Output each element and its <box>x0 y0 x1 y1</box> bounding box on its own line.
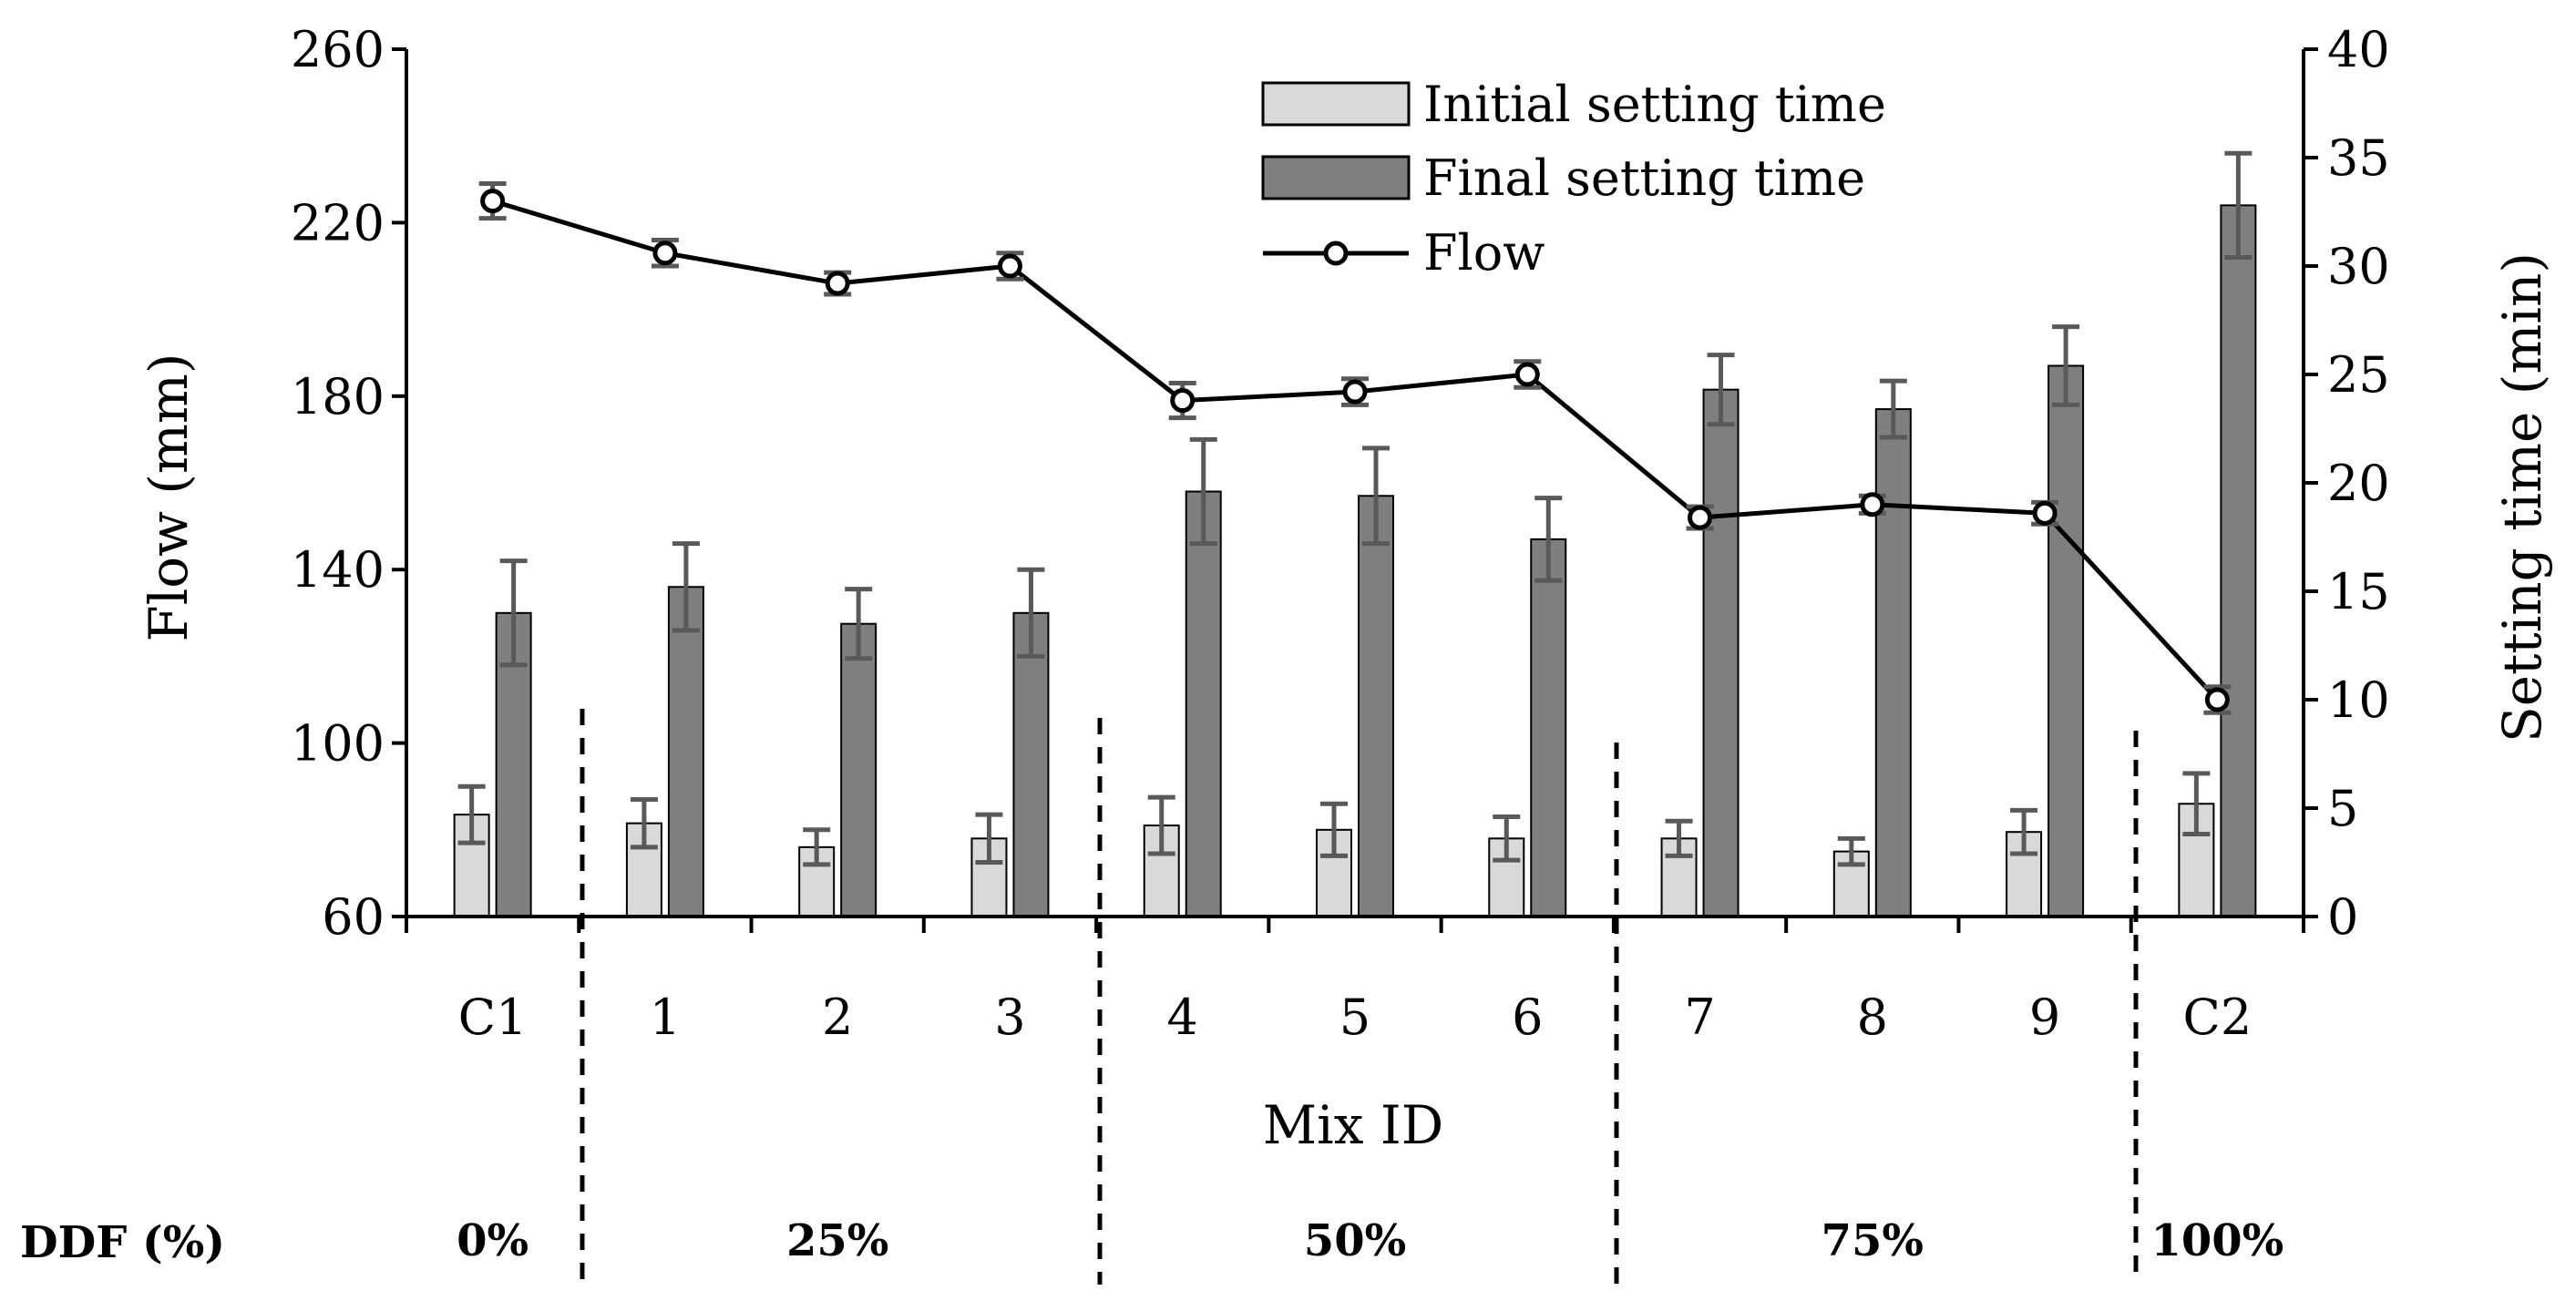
y-right-tick-label: 15 <box>2327 563 2390 620</box>
x-tick-label-3: 3 <box>994 989 1025 1046</box>
bar-final-8 <box>1874 408 1912 917</box>
bar-final-C2 <box>2220 204 2257 918</box>
y-left-tick-label: 60 <box>322 888 385 946</box>
flow-point-7 <box>1688 505 1713 530</box>
x-tick-label-4: 4 <box>1167 989 1198 1046</box>
x-tick-label-C2: C2 <box>2183 989 2253 1046</box>
bar-final-2 <box>840 622 877 917</box>
bar-final-9 <box>2047 364 2085 918</box>
x-tick-label-9: 9 <box>2029 989 2060 1046</box>
y-right-tick-label: 30 <box>2327 238 2390 295</box>
legend-final-swatch <box>1261 155 1411 200</box>
x-tick-label-5: 5 <box>1339 989 1370 1046</box>
flow-point-3 <box>997 253 1022 279</box>
axes: 60 100 140 180 220 260 0 5 10 15 20 25 30 35 40 C1 1 2 3 4 5… <box>291 21 2390 1046</box>
y-right-tick-label: 0 <box>2327 888 2358 946</box>
flow-point-C2 <box>2204 687 2230 712</box>
legend-flow-marker <box>1323 241 1349 266</box>
flow-point-6 <box>1514 362 1540 387</box>
y-right-tick-label: 35 <box>2327 129 2390 187</box>
ddf-label: DDF (%) <box>20 1217 225 1268</box>
y-right-tick-label: 20 <box>2327 455 2390 512</box>
legend-label: Flow <box>1423 224 1545 282</box>
flow-point-C1 <box>480 189 506 214</box>
ddf-dividers: 0% 25% 50% 75% 100% <box>457 709 2284 1285</box>
y-right-tick-label: 40 <box>2327 21 2390 78</box>
ddf-group-label: 50% <box>1304 1215 1406 1266</box>
legend-label: Final setting time <box>1423 149 1865 207</box>
flow-point-5 <box>1342 379 1368 405</box>
y-left-tick-label: 180 <box>291 368 385 425</box>
legend: Initial setting time Final setting time Fl… <box>1261 76 1886 282</box>
y-left-tick-label: 220 <box>291 194 385 251</box>
x-tick-label-6: 6 <box>1512 989 1543 1046</box>
x-tick-label-8: 8 <box>1857 989 1888 1046</box>
x-tick-label-2: 2 <box>822 989 853 1046</box>
flow-line <box>491 199 2220 702</box>
y-right-tick-label: 25 <box>2327 346 2390 404</box>
ddf-group-label: 25% <box>786 1215 888 1266</box>
y-left-tick-label: 260 <box>291 21 385 78</box>
x-tick-label-C1: C1 <box>458 989 528 1046</box>
x-tick-label-1: 1 <box>650 989 681 1046</box>
flow-point-1 <box>652 241 678 266</box>
flow-point-4 <box>1170 388 1196 414</box>
ddf-group-label: 0% <box>457 1215 529 1266</box>
bar-final-6 <box>1530 538 1567 917</box>
legend-initial-swatch <box>1261 81 1411 127</box>
plot-area <box>453 150 2257 918</box>
x-tick-label-7: 7 <box>1684 989 1715 1046</box>
bar-final-5 <box>1358 495 1394 918</box>
bar-final-1 <box>667 586 704 917</box>
ddf-group-label: 75% <box>1822 1215 1924 1266</box>
y-axis-left-title: Flow (mm) <box>138 353 200 641</box>
flow-point-9 <box>2032 500 2058 526</box>
bar-final-4 <box>1185 490 1222 918</box>
y-left-tick-label: 140 <box>291 541 385 599</box>
y-right-tick-label: 10 <box>2327 671 2390 729</box>
y-right-tick-label: 5 <box>2327 780 2358 837</box>
x-axis-title: Mix ID <box>1263 1094 1444 1156</box>
y-left-tick-label: 100 <box>291 715 385 773</box>
ddf-group-label: 100% <box>2150 1215 2284 1266</box>
flow-point-8 <box>1860 492 1885 517</box>
flow-point-2 <box>825 271 850 296</box>
y-axis-right-title: Setting time (min) <box>2491 252 2553 743</box>
legend-label: Initial setting time <box>1423 76 1886 133</box>
bar-final-7 <box>1702 388 1740 918</box>
